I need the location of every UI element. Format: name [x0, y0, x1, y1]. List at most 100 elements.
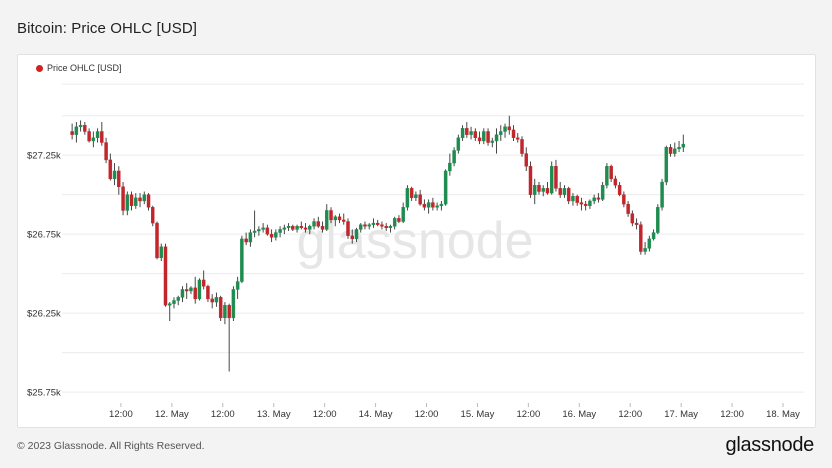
candle[interactable] — [168, 302, 172, 322]
candle[interactable] — [218, 295, 223, 322]
candle[interactable] — [129, 191, 134, 211]
candle[interactable] — [384, 223, 388, 231]
candle[interactable] — [291, 224, 295, 231]
candle[interactable] — [146, 193, 151, 211]
candle[interactable] — [214, 292, 219, 307]
candle[interactable] — [405, 185, 410, 211]
candle[interactable] — [660, 178, 664, 211]
candle[interactable] — [316, 216, 321, 228]
candle[interactable] — [520, 136, 524, 157]
candle[interactable] — [104, 137, 108, 164]
candle[interactable] — [439, 200, 444, 211]
candle[interactable] — [325, 204, 329, 231]
candle[interactable] — [473, 128, 478, 141]
candles[interactable] — [70, 115, 686, 372]
candle[interactable] — [452, 147, 456, 167]
candle[interactable] — [112, 163, 117, 186]
candle[interactable] — [286, 223, 291, 231]
candle[interactable] — [460, 125, 465, 141]
candle[interactable] — [643, 242, 647, 255]
candle[interactable] — [477, 131, 482, 145]
candle[interactable] — [121, 182, 125, 216]
candle[interactable] — [431, 197, 435, 211]
candle[interactable] — [566, 186, 571, 205]
candle[interactable] — [231, 286, 236, 322]
candle[interactable] — [634, 218, 639, 230]
candle[interactable] — [342, 213, 346, 225]
candle[interactable] — [312, 218, 316, 230]
candle[interactable] — [426, 199, 431, 214]
candle[interactable] — [592, 194, 596, 205]
candle[interactable] — [74, 122, 79, 143]
candle[interactable] — [388, 224, 393, 233]
candle[interactable] — [206, 284, 210, 303]
candle[interactable] — [507, 115, 512, 135]
candle[interactable] — [533, 178, 537, 205]
candle[interactable] — [163, 243, 168, 307]
candle[interactable] — [87, 128, 91, 143]
candle[interactable] — [397, 215, 401, 224]
candle[interactable] — [639, 221, 643, 255]
candle[interactable] — [549, 161, 554, 195]
candle[interactable] — [100, 122, 104, 146]
candle[interactable] — [371, 218, 376, 228]
candle[interactable] — [613, 175, 618, 189]
candle[interactable] — [95, 128, 100, 143]
candle[interactable] — [278, 226, 282, 238]
candle[interactable] — [223, 302, 227, 325]
candle[interactable] — [367, 223, 371, 230]
candle[interactable] — [184, 283, 189, 299]
candle[interactable] — [358, 223, 363, 233]
candle[interactable] — [261, 223, 265, 233]
candle[interactable] — [375, 219, 380, 227]
candle[interactable] — [189, 286, 193, 295]
candle[interactable] — [159, 243, 163, 262]
candle[interactable] — [524, 147, 528, 171]
candle[interactable] — [269, 229, 274, 243]
candle[interactable] — [346, 218, 350, 239]
chart-legend[interactable]: Price OHLC [USD] — [36, 63, 122, 73]
candle[interactable] — [333, 215, 337, 227]
candle[interactable] — [414, 191, 418, 201]
candle[interactable] — [664, 145, 669, 186]
candle[interactable] — [503, 123, 507, 138]
candle[interactable] — [91, 131, 96, 148]
candle[interactable] — [320, 221, 325, 233]
candle[interactable] — [647, 235, 652, 252]
candle[interactable] — [350, 229, 354, 244]
candle[interactable] — [210, 294, 214, 309]
candle[interactable] — [354, 227, 359, 243]
candle[interactable] — [227, 303, 231, 372]
candle[interactable] — [151, 205, 155, 227]
candle[interactable] — [588, 199, 592, 209]
candle[interactable] — [172, 297, 176, 309]
candle[interactable] — [70, 123, 74, 140]
candle[interactable] — [295, 224, 299, 233]
candle[interactable] — [499, 125, 503, 141]
candle[interactable] — [176, 295, 180, 306]
candle[interactable] — [422, 199, 427, 211]
candle[interactable] — [609, 164, 613, 183]
candle[interactable] — [274, 229, 278, 241]
candle[interactable] — [465, 122, 469, 138]
candle[interactable] — [554, 159, 558, 192]
candle[interactable] — [134, 193, 138, 209]
candle[interactable] — [482, 128, 486, 145]
candle[interactable] — [197, 278, 202, 301]
candle[interactable] — [562, 185, 567, 198]
candle[interactable] — [401, 202, 405, 224]
candle[interactable] — [681, 134, 686, 153]
candle[interactable] — [575, 194, 579, 206]
candle[interactable] — [418, 189, 422, 206]
candle[interactable] — [626, 200, 630, 217]
candle[interactable] — [537, 182, 541, 195]
candle[interactable] — [363, 221, 367, 230]
candle[interactable] — [443, 169, 448, 206]
candle[interactable] — [511, 125, 516, 141]
candle[interactable] — [180, 286, 185, 303]
candle[interactable] — [392, 216, 397, 230]
candle[interactable] — [494, 128, 499, 154]
candle[interactable] — [308, 224, 312, 235]
candle[interactable] — [486, 128, 490, 146]
candle[interactable] — [541, 185, 545, 197]
